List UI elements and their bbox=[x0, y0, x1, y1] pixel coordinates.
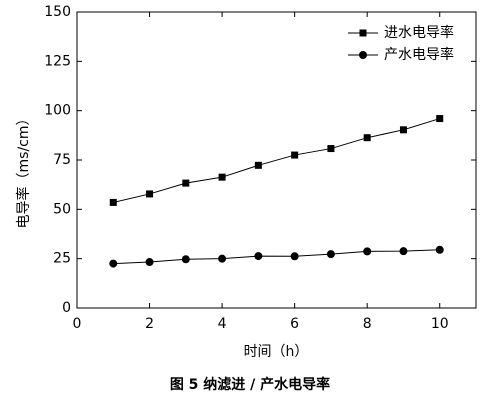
marker bbox=[363, 247, 372, 256]
y-tick-label: 50 bbox=[53, 201, 71, 217]
legend-marker bbox=[359, 51, 367, 59]
marker bbox=[182, 179, 190, 187]
x-axis-label: 时间（h） bbox=[244, 344, 309, 360]
marker bbox=[326, 250, 335, 259]
x-tick-label: 10 bbox=[431, 316, 449, 332]
y-tick-label: 100 bbox=[44, 103, 71, 119]
marker bbox=[181, 255, 190, 264]
marker bbox=[218, 254, 227, 263]
y-axis-label: 电导率（ms/cm） bbox=[15, 112, 32, 229]
marker bbox=[290, 252, 299, 261]
legend-label: 进水电导率 bbox=[384, 24, 454, 41]
marker bbox=[291, 151, 299, 159]
marker bbox=[254, 252, 263, 261]
y-tick-label: 125 bbox=[44, 53, 71, 69]
marker bbox=[146, 190, 154, 198]
marker bbox=[254, 161, 262, 169]
marker bbox=[327, 145, 335, 153]
legend-marker bbox=[359, 29, 367, 37]
x-tick-label: 2 bbox=[145, 316, 154, 332]
y-tick-label: 0 bbox=[62, 300, 71, 316]
marker bbox=[363, 134, 371, 142]
y-tick-label: 75 bbox=[53, 152, 71, 168]
marker bbox=[109, 259, 118, 268]
marker bbox=[218, 173, 226, 181]
x-tick-label: 6 bbox=[290, 316, 299, 332]
x-tick-label: 0 bbox=[73, 316, 82, 332]
marker bbox=[399, 247, 408, 256]
series-line bbox=[113, 118, 440, 203]
series-line bbox=[113, 249, 440, 265]
marker bbox=[109, 198, 117, 206]
marker bbox=[435, 245, 444, 254]
y-tick-label: 150 bbox=[44, 4, 71, 20]
x-tick-label: 8 bbox=[363, 316, 372, 332]
marker bbox=[145, 258, 154, 267]
legend-label: 产水电导率 bbox=[384, 46, 454, 63]
marker bbox=[436, 115, 444, 123]
caption: 图 5 纳滤进 / 产水电导率 bbox=[170, 376, 330, 393]
y-tick-label: 25 bbox=[53, 251, 71, 267]
marker bbox=[399, 126, 407, 134]
x-tick-label: 4 bbox=[218, 316, 227, 332]
